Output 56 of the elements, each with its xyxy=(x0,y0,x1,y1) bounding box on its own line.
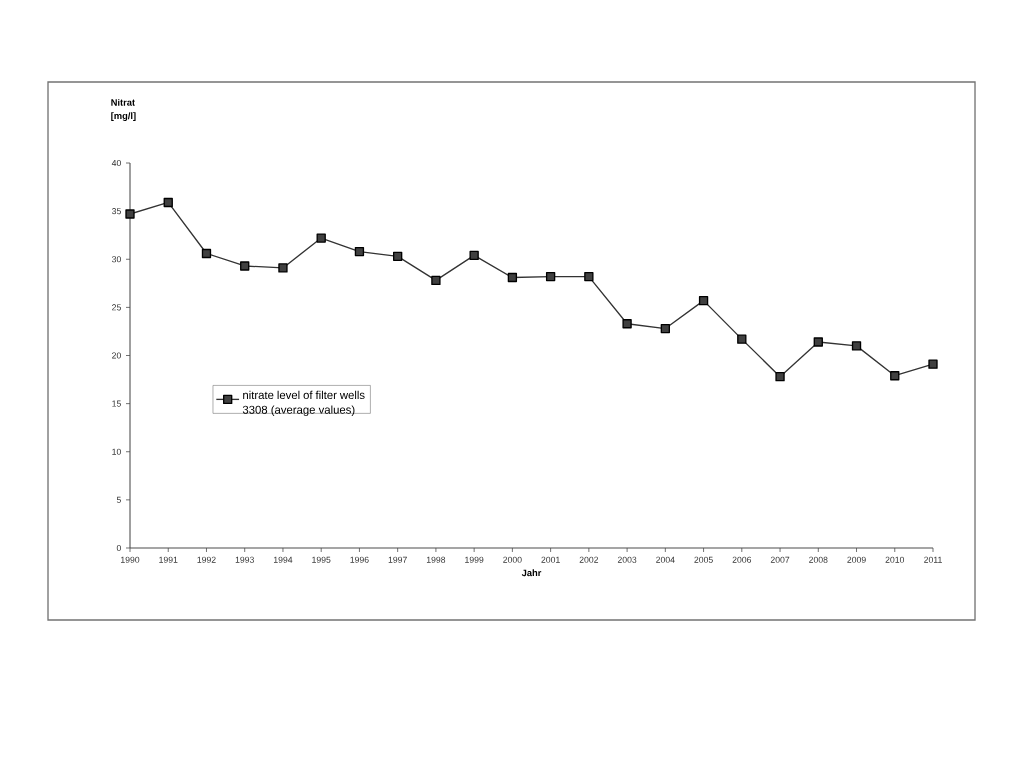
x-tick-label: 1996 xyxy=(350,556,369,563)
point xyxy=(163,197,173,208)
point xyxy=(507,272,518,283)
point xyxy=(622,319,632,329)
legend-label: nitrate level of filter wells 3308 (average values) xyxy=(242,390,365,416)
y-tick-label: 0 xyxy=(116,544,121,552)
y-tick-label: 30 xyxy=(111,256,121,263)
point xyxy=(737,334,747,344)
point xyxy=(928,359,938,369)
x-tick-label: 1991 xyxy=(159,556,178,563)
x-tick-label: 1998 xyxy=(426,556,446,563)
point xyxy=(469,250,479,261)
y-tick-label: 35 xyxy=(111,208,121,215)
point xyxy=(584,271,594,282)
x-tick-label: 1994 xyxy=(273,556,293,563)
x-tick-label: 2001 xyxy=(541,556,560,563)
x-tick-label: 1990 xyxy=(121,556,140,563)
x-tick-label: 2008 xyxy=(809,556,828,563)
y-tick-label: 25 xyxy=(112,304,121,311)
y-tick-label: 20 xyxy=(112,352,121,359)
point xyxy=(316,233,326,243)
x-tick-label: 2007 xyxy=(770,556,790,563)
x-tick-label: 2010 xyxy=(885,556,905,563)
x-tick-label: 2000 xyxy=(503,556,522,563)
x-tick-label: 2009 xyxy=(847,556,866,563)
x-tick-label: 1997 xyxy=(388,556,407,563)
x-tick-label: 2004 xyxy=(656,556,675,563)
y-tick-label: 10 xyxy=(112,448,121,455)
x-tick-label: 2006 xyxy=(732,556,752,563)
point xyxy=(545,271,556,282)
x-tick-label: 2011 xyxy=(924,556,942,563)
point xyxy=(813,337,823,347)
x-tick-label: 1999 xyxy=(465,556,484,563)
point xyxy=(201,248,212,259)
point xyxy=(890,371,900,381)
x-tick-label: 2005 xyxy=(694,556,713,563)
point xyxy=(354,246,365,257)
point xyxy=(660,323,671,334)
x-tick-label: 2002 xyxy=(579,556,599,563)
x-tick-label: 1995 xyxy=(312,556,331,563)
y-tick-label: 15 xyxy=(112,400,121,407)
x-tick-label: 1992 xyxy=(197,556,216,563)
point xyxy=(278,263,288,273)
y-tick-label: 40 xyxy=(111,159,121,167)
point xyxy=(698,295,709,306)
x-tick-label: 2003 xyxy=(617,556,637,563)
point xyxy=(240,261,250,271)
x-axis-title: Jahr xyxy=(521,569,542,577)
point xyxy=(775,372,785,382)
x-tick-label: 1993 xyxy=(235,556,254,563)
y-tick-label: 5 xyxy=(116,496,121,503)
point xyxy=(125,209,135,219)
point xyxy=(851,341,862,351)
point xyxy=(393,251,403,262)
y-axis-title: Nitrat [mg/l] xyxy=(111,98,136,121)
point xyxy=(431,275,441,286)
